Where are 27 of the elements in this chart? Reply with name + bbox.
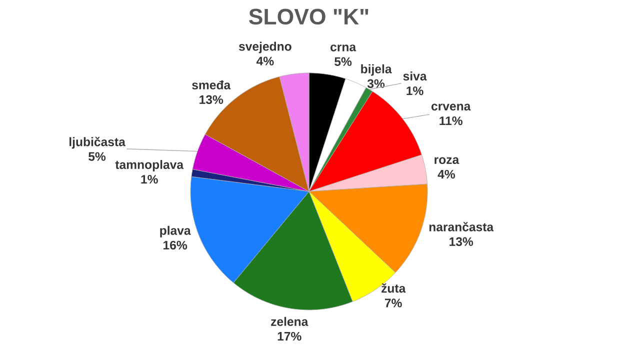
slice-label: tamnoplava — [115, 160, 184, 172]
slice-label: crna — [330, 44, 356, 52]
data-label: 16% — [164, 240, 188, 250]
data-label: 3% — [367, 79, 385, 88]
slice-label: zelena — [271, 316, 308, 326]
data-label: 4% — [438, 170, 456, 179]
slice-label: svejedno — [238, 42, 292, 54]
slice-label: siva — [403, 71, 427, 81]
data-label: 4% — [256, 56, 274, 66]
slice-label: narančasta — [429, 222, 494, 232]
data-label: 5% — [88, 152, 106, 161]
slice-label: smeđa — [192, 80, 231, 90]
data-label: 1% — [141, 174, 158, 184]
data-label: 17% — [278, 332, 302, 341]
data-label: 5% — [334, 57, 352, 66]
slice-label: bijela — [361, 64, 392, 76]
slice-label: žuta — [382, 283, 406, 293]
chart-title: SLOVO "K" — [249, 8, 368, 25]
data-label: 11% — [440, 116, 462, 126]
slice-label: ljubičasta — [70, 136, 126, 149]
data-label: 1% — [406, 86, 424, 96]
slice-label: roza — [434, 157, 460, 164]
slice-label: crvena — [431, 104, 471, 111]
data-label: 13% — [200, 95, 224, 104]
data-label: 13% — [450, 237, 474, 246]
data-label: 7% — [384, 298, 402, 308]
slice-label: plava — [160, 226, 191, 238]
